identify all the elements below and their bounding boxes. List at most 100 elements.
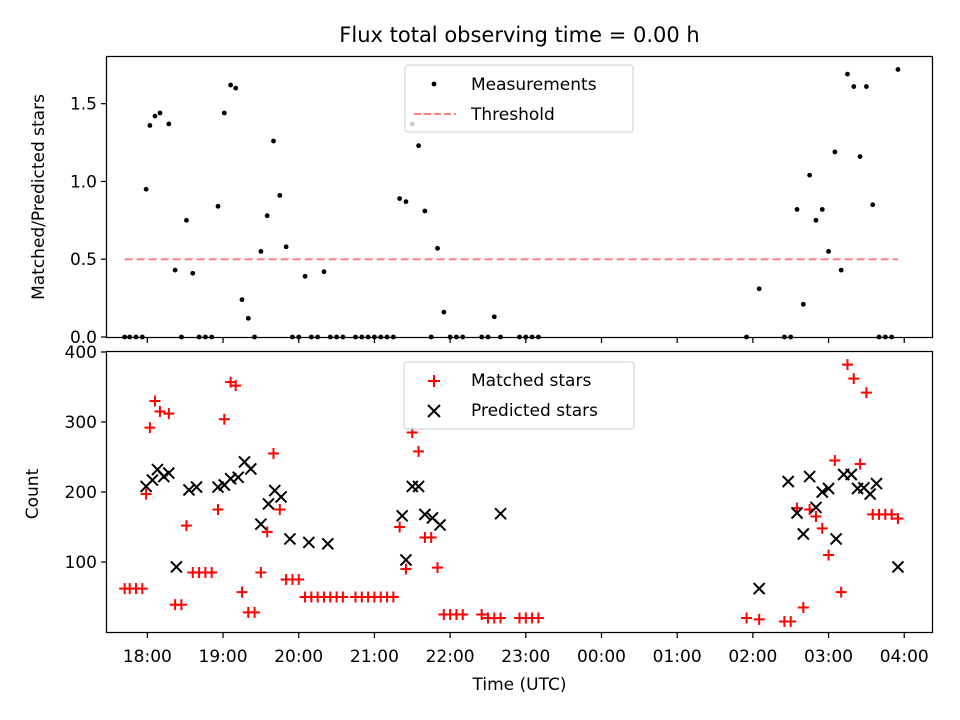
- predicted-star-point: [803, 470, 816, 483]
- legend-matched-marker: [428, 375, 440, 387]
- top-plot-frame: [105, 55, 934, 339]
- matched-star-point: [841, 359, 853, 371]
- measurement-point: [813, 217, 819, 223]
- legend-measurements-marker: [431, 81, 437, 87]
- matched-star-point: [860, 387, 872, 399]
- measurement-point: [403, 199, 409, 205]
- matched-star-point: [532, 612, 544, 624]
- bottom-x-tick-label: 22:00: [426, 647, 475, 667]
- predicted-star-point: [146, 473, 159, 487]
- matched-star-point: [892, 513, 904, 525]
- measurement-point: [283, 244, 289, 250]
- measurement-point: [264, 213, 270, 219]
- measurement-point: [233, 85, 239, 91]
- predicted-star-point: [274, 490, 288, 504]
- matched-star-point: [413, 445, 425, 457]
- predicted-star-point: [845, 468, 858, 481]
- measurement-point: [864, 84, 869, 89]
- matched-star-point: [206, 567, 218, 578]
- measurement-point: [807, 172, 813, 178]
- matched-star-point: [886, 508, 898, 520]
- predicted-star-point: [433, 518, 447, 532]
- predicted-star-point: [254, 517, 268, 531]
- measurement-point: [756, 286, 762, 292]
- measurement-point: [172, 267, 178, 273]
- top-x-ticks: [146, 337, 905, 343]
- bottom-y-tick-label: 400: [65, 343, 97, 363]
- measurement-point: [422, 208, 428, 214]
- bottom-x-ticks: 18:00 19:00 20:00 21:00 22:00 23:00 00:00 01:00…: [123, 632, 929, 667]
- top-y-tick-label: 0.5: [70, 250, 97, 270]
- matched-star-point: [144, 422, 156, 434]
- top-plot-data: [122, 67, 901, 340]
- bottom-x-tick-label: 00:00: [577, 647, 626, 667]
- matched-star-point: [218, 413, 230, 425]
- measurement-point: [166, 121, 172, 127]
- top-y-ticks: 0.0 0.5 1.0 1.5: [70, 95, 107, 348]
- matched-star-point: [274, 504, 286, 515]
- matched-star-point: [823, 549, 835, 561]
- predicted-star-point: [797, 527, 810, 541]
- legend-matched-label: Matched stars: [471, 371, 591, 391]
- top-legend: Measurements Threshold: [404, 64, 634, 133]
- matched-star-point: [154, 406, 166, 417]
- bottom-x-tick-label: 18:00: [123, 647, 172, 667]
- matched-star-point: [140, 488, 152, 500]
- measurement-point: [832, 149, 838, 155]
- top-y-tick-label: 1.5: [70, 95, 97, 115]
- top-legend-box: [404, 64, 634, 133]
- matched-star-point: [180, 520, 192, 532]
- measurement-point: [228, 82, 234, 88]
- measurement-point: [794, 207, 800, 212]
- predicted-star-point: [302, 536, 316, 549]
- predicted-star-point: [170, 560, 183, 574]
- measurement-point: [800, 301, 806, 307]
- predicted-star-point: [494, 507, 507, 520]
- bottom-x-axis-label: Time (UTC): [472, 675, 567, 695]
- matched-star-point: [236, 586, 248, 598]
- predicted-star-point: [231, 471, 245, 484]
- predicted-star-point: [781, 475, 795, 488]
- measurement-point: [441, 309, 447, 315]
- matched-star-point: [400, 563, 412, 575]
- measurement-point: [152, 113, 158, 119]
- predicted-star-point: [190, 480, 203, 494]
- measurement-point: [215, 203, 221, 209]
- matched-star-point: [816, 522, 828, 534]
- matched-star-point: [848, 373, 860, 385]
- matched-star-point: [249, 606, 261, 618]
- bottom-x-tick-label: 04:00: [880, 647, 929, 667]
- bottom-legend-box: [403, 361, 635, 430]
- measurement-point: [870, 202, 876, 208]
- legend-measurements-label: Measurements: [471, 75, 597, 95]
- matched-star-point: [835, 586, 847, 598]
- matched-star-point: [293, 574, 305, 585]
- measurement-point: [491, 314, 497, 320]
- matched-star-point: [230, 380, 242, 392]
- measurement-point: [819, 207, 825, 212]
- matched-star-point: [457, 609, 469, 620]
- measurement-point: [845, 71, 850, 77]
- predicted-star-point: [752, 582, 766, 595]
- matched-star-point: [829, 455, 841, 466]
- predicted-star-point: [790, 506, 804, 520]
- measurement-point: [190, 270, 196, 276]
- measurement-point: [221, 110, 227, 116]
- matched-star-point: [387, 591, 399, 603]
- matched-star-point: [810, 511, 822, 522]
- bottom-y-axis-label: Count: [23, 468, 43, 519]
- matched-star-point: [261, 526, 273, 538]
- measurement-point: [416, 143, 421, 149]
- predicted-star-point: [244, 462, 258, 476]
- measurement-point: [838, 267, 844, 273]
- bottom-y-tick-label: 100: [65, 553, 97, 573]
- predicted-star-point: [412, 480, 425, 493]
- measurement-point: [239, 297, 245, 303]
- measurement-point: [157, 110, 163, 116]
- bottom-y-tick-label: 200: [65, 483, 97, 503]
- matched-star-point: [149, 395, 161, 407]
- top-chart-title: Flux total observing time = 0.00 h: [339, 23, 699, 47]
- predicted-star-point: [418, 508, 432, 521]
- top-chart-panel: 0.0 0.5 1.0 1.5 Matched/Predicted stars Mea…: [29, 55, 934, 348]
